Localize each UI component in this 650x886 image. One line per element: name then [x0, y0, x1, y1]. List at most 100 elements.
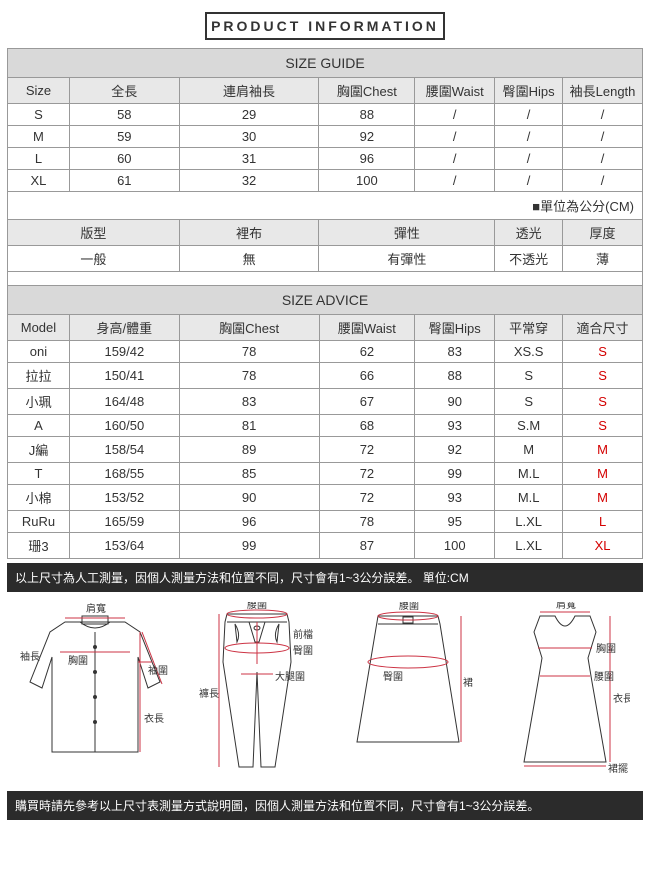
- size-guide-header-row: Size 全長 連肩袖長 胸圍Chest 腰圍Waist 臀圍Hips 袖長Le…: [8, 78, 643, 104]
- table-row: L603196///: [8, 148, 643, 170]
- table-cell: 72: [319, 462, 415, 484]
- measurement-note-1: 以上尺寸為人工測量，因個人測量方法和位置不同，尺寸會有1~3公分誤差。 單位:C…: [7, 563, 643, 592]
- table-cell: /: [415, 104, 495, 126]
- table-cell: M.L: [495, 484, 563, 510]
- table-cell: /: [563, 148, 643, 170]
- col-length: 全長: [69, 78, 179, 104]
- attr-stretch-h: 彈性: [319, 220, 495, 246]
- attr-sheer-h: 透光: [495, 220, 563, 246]
- lbl-length: 衣長: [144, 712, 164, 725]
- lbl-plen: 褲長: [199, 687, 219, 700]
- table-cell: 96: [319, 148, 415, 170]
- table-cell: 61: [69, 170, 179, 192]
- table-cell: 90: [179, 484, 319, 510]
- lbl-dshoulder: 肩寬: [556, 602, 576, 611]
- lbl-dchest: 胸圍: [596, 642, 616, 655]
- table-cell: 小棉: [8, 484, 70, 510]
- table-cell: 99: [415, 462, 495, 484]
- sa-col-fit: 適合尺寸: [563, 314, 643, 340]
- table-cell: 68: [319, 414, 415, 436]
- size-advice-title: SIZE ADVICE: [8, 285, 643, 314]
- fit-cell: S: [563, 340, 643, 362]
- table-cell: J編: [8, 436, 70, 462]
- sa-col-waist: 腰圍Waist: [319, 314, 415, 340]
- fit-cell: M: [563, 484, 643, 510]
- lbl-phip: 臀圍: [293, 645, 313, 657]
- table-cell: /: [563, 126, 643, 148]
- sa-col-hw: 身高/體重: [69, 314, 179, 340]
- attr-lining-h: 裡布: [179, 220, 319, 246]
- table-cell: 30: [179, 126, 319, 148]
- table-cell: 89: [179, 436, 319, 462]
- attributes-table: 版型 裡布 彈性 透光 厚度 一般 無 有彈性 不透光 薄: [7, 219, 643, 286]
- table-cell: 67: [319, 388, 415, 414]
- table-cell: 78: [179, 362, 319, 388]
- lbl-shoulder: 肩寬: [86, 602, 106, 615]
- table-cell: 95: [415, 510, 495, 532]
- table-row: J編158/54897292MM: [8, 436, 643, 462]
- lbl-dhem: 裙擺: [608, 762, 628, 775]
- lbl-ship: 臀圍: [383, 671, 403, 683]
- lbl-pwaist: 腰圍: [247, 602, 267, 611]
- table-cell: 93: [415, 484, 495, 510]
- table-cell: T: [8, 462, 70, 484]
- table-row: A160/50816893S.MS: [8, 414, 643, 436]
- attr-fit-v: 一般: [8, 246, 180, 272]
- size-advice-table: SIZE ADVICE Model 身高/體重 胸圍Chest 腰圍Waist …: [7, 285, 643, 559]
- measurement-note-2: 購買時請先參考以上尺寸表測量方式說明圖，因個人測量方法和位置不同，尺寸會有1~3…: [7, 791, 643, 820]
- table-cell: 78: [319, 510, 415, 532]
- table-cell: /: [563, 170, 643, 192]
- table-cell: 拉拉: [8, 362, 70, 388]
- table-cell: 168/55: [69, 462, 179, 484]
- table-row: RuRu165/59967895L.XLL: [8, 510, 643, 532]
- table-cell: S: [495, 388, 563, 414]
- table-cell: 58: [69, 104, 179, 126]
- table-cell: 87: [319, 532, 415, 558]
- sa-col-usual: 平常穿: [495, 314, 563, 340]
- size-guide-table: SIZE GUIDE Size 全長 連肩袖長 胸圍Chest 腰圍Waist …: [7, 48, 643, 220]
- size-advice-header-row: Model 身高/體重 胸圍Chest 腰圍Waist 臀圍Hips 平常穿 適…: [8, 314, 643, 340]
- table-cell: L.XL: [495, 532, 563, 558]
- attr-thick-v: 薄: [563, 246, 643, 272]
- table-row: 拉拉150/41786688SS: [8, 362, 643, 388]
- table-row: T168/55857299M.LM: [8, 462, 643, 484]
- pants-diagram: 腰圍 前檔 臀圍 大腿圍 褲長: [197, 602, 317, 777]
- table-cell: 29: [179, 104, 319, 126]
- table-cell: M.L: [495, 462, 563, 484]
- table-cell: 88: [319, 104, 415, 126]
- col-hips: 臀圍Hips: [495, 78, 563, 104]
- lbl-sleeve: 袖長: [20, 650, 40, 663]
- table-cell: 100: [415, 532, 495, 558]
- table-cell: 78: [179, 340, 319, 362]
- table-cell: 62: [319, 340, 415, 362]
- lbl-dwaist: 腰圍: [594, 671, 614, 683]
- table-cell: 164/48: [69, 388, 179, 414]
- table-cell: /: [415, 170, 495, 192]
- table-cell: 83: [415, 340, 495, 362]
- table-cell: /: [415, 126, 495, 148]
- table-cell: 66: [319, 362, 415, 388]
- table-cell: 165/59: [69, 510, 179, 532]
- table-cell: A: [8, 414, 70, 436]
- table-cell: XL: [8, 170, 70, 192]
- table-cell: 153/52: [69, 484, 179, 510]
- lbl-pthigh: 大腿圍: [275, 670, 305, 683]
- lbl-swaist: 腰圍: [399, 602, 419, 612]
- table-cell: /: [415, 148, 495, 170]
- table-cell: S: [8, 104, 70, 126]
- col-waist: 腰圍Waist: [415, 78, 495, 104]
- table-cell: S: [495, 362, 563, 388]
- col-slen: 袖長Length: [563, 78, 643, 104]
- fit-cell: S: [563, 414, 643, 436]
- table-row: oni159/42786283XS.SS: [8, 340, 643, 362]
- lbl-dlen: 衣長: [613, 692, 630, 705]
- fit-cell: M: [563, 436, 643, 462]
- table-cell: 59: [69, 126, 179, 148]
- table-row: 小珮164/48836790SS: [8, 388, 643, 414]
- sa-col-hips: 臀圍Hips: [415, 314, 495, 340]
- table-cell: 88: [415, 362, 495, 388]
- skirt-diagram: 腰圍 臀圍 裙長: [343, 602, 473, 762]
- table-cell: L.XL: [495, 510, 563, 532]
- table-cell: oni: [8, 340, 70, 362]
- table-cell: 159/42: [69, 340, 179, 362]
